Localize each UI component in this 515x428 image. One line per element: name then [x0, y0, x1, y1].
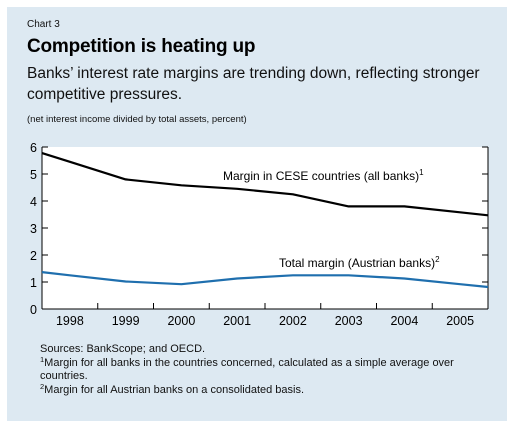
series-label-austria-footnote: 2 [435, 255, 440, 264]
footnote-1: 1Margin for all banks in the countries c… [40, 354, 500, 384]
series-label-austria: Total margin (Austrian banks)2 [279, 255, 440, 270]
y-tick-label: 2 [30, 249, 37, 263]
y-tick-label: 3 [30, 222, 37, 236]
footnote-2: 2Margin for all Austrian banks on a cons… [40, 381, 500, 398]
y-axis: 0 1 2 3 4 5 6 [30, 141, 489, 317]
series-label-austria-text: Total margin (Austrian banks) [279, 256, 435, 270]
x-tick-label: 2004 [390, 314, 418, 328]
x-tick-label: 1998 [56, 314, 84, 328]
chart-notes: Sources: BankScope; and OECD. 1Margin fo… [40, 343, 500, 397]
series-label-cese-text: Margin in CESE countries (all banks) [223, 169, 419, 183]
series-label-cese-footnote: 1 [419, 168, 424, 177]
x-tick-label: 2003 [335, 314, 363, 328]
footnote-1-mark: 1 [40, 354, 45, 364]
y-tick-label: 0 [30, 303, 37, 317]
chart-title: Competition is heating up [27, 36, 256, 57]
x-axis: 1998 1999 2000 2001 2002 2003 2004 2005 [42, 303, 488, 328]
y-tick-label: 4 [30, 195, 37, 209]
y-tick-label: 5 [30, 168, 37, 182]
footnote-1-text: Margin for all banks in the countries co… [40, 356, 454, 383]
chart-subtitle: Banks’ interest rate margins are trendin… [27, 65, 480, 103]
footnote-2-mark: 2 [40, 381, 45, 391]
series-layer [41, 152, 489, 289]
x-tick-label: 2002 [279, 314, 307, 328]
series-line-cese [41, 152, 489, 217]
x-tick-label: 2001 [223, 314, 251, 328]
x-tick-label: 1999 [112, 314, 140, 328]
series-label-cese: Margin in CESE countries (all banks)1 [223, 168, 424, 183]
plot-area [42, 147, 488, 309]
x-tick-label: 2000 [167, 314, 195, 328]
y-tick-label: 6 [30, 141, 37, 155]
x-tick-label: 2005 [446, 314, 474, 328]
footnote-2-text: Margin for all Austrian banks on a conso… [44, 383, 305, 396]
chart-number-label: Chart 3 [27, 19, 60, 30]
chart-units-note: (net interest income divided by total as… [27, 114, 247, 125]
y-tick-label: 1 [30, 276, 37, 290]
sources-note: Sources: BankScope; and OECD. [40, 343, 206, 355]
series-line-austria [41, 271, 489, 289]
